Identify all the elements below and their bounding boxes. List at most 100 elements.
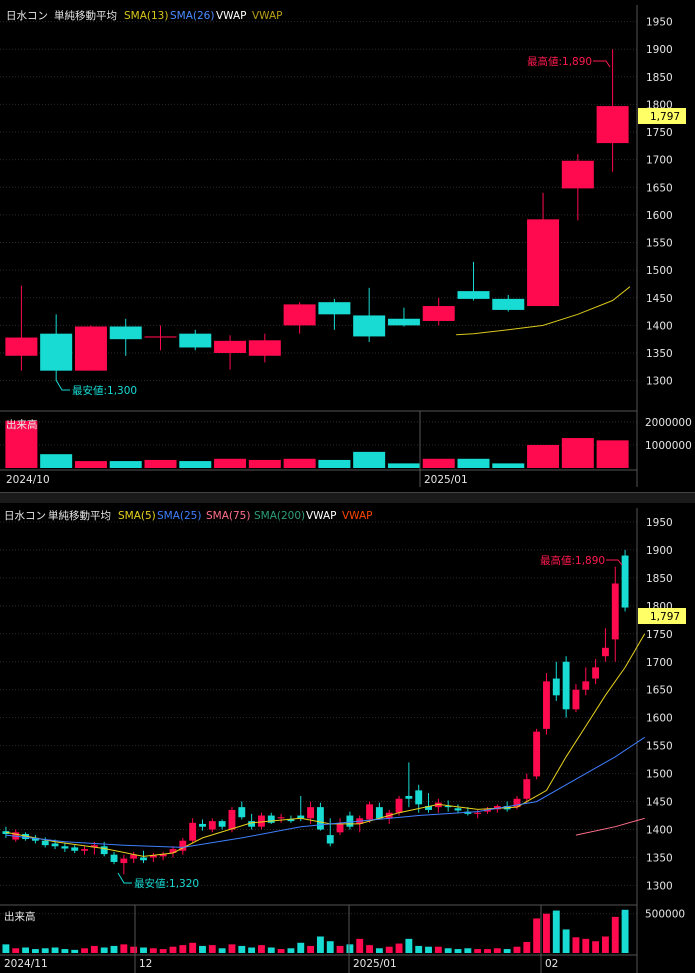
volume-bar bbox=[100, 947, 108, 953]
candle-body bbox=[100, 846, 108, 855]
volume-bar bbox=[484, 949, 491, 953]
candle-body bbox=[144, 336, 177, 338]
legend-sma13[interactable]: SMA(13) bbox=[124, 10, 168, 22]
volume-bar bbox=[22, 947, 30, 953]
volume-bar bbox=[387, 463, 420, 468]
y-tick-label: 1900 bbox=[646, 545, 673, 557]
volume-bars bbox=[2, 909, 629, 953]
candle-body bbox=[51, 843, 59, 847]
candle-body bbox=[109, 326, 142, 340]
daily-chart: 1300 1350 1400 1450 1500 1550 1600 1650 1700 1750… bbox=[0, 503, 695, 973]
y-tick-label: 1750 bbox=[646, 127, 673, 139]
candle-body bbox=[228, 809, 236, 830]
x-label-2025-01: 2025/01 bbox=[424, 474, 468, 486]
legend-vwap-2[interactable]: VWAP bbox=[342, 510, 373, 522]
volume-bar bbox=[596, 440, 629, 468]
candle-body bbox=[169, 849, 177, 853]
y-tick-label: 1450 bbox=[646, 797, 673, 809]
legend-sma25[interactable]: SMA(25) bbox=[157, 510, 201, 522]
candle-body bbox=[562, 661, 570, 710]
volume-bar bbox=[228, 944, 236, 953]
volume-bar bbox=[159, 949, 167, 953]
y-tick-label: 1450 bbox=[646, 293, 673, 305]
volume-bar bbox=[41, 948, 49, 953]
candle-body bbox=[592, 667, 600, 679]
y-tick-label: 1650 bbox=[646, 685, 673, 697]
legend-sma5[interactable]: SMA(5) bbox=[118, 510, 156, 522]
x-label-02: 02 bbox=[545, 958, 558, 970]
y-tick-label: 1950 bbox=[646, 517, 673, 529]
volume-bar bbox=[208, 945, 216, 953]
legend-sma200[interactable]: SMA(200) bbox=[254, 510, 305, 522]
volume-tick-label: 2000000 bbox=[645, 417, 692, 429]
volume-bar bbox=[5, 420, 38, 468]
sma13-line bbox=[456, 286, 631, 336]
x-label-12: 12 bbox=[139, 958, 152, 970]
candle-body bbox=[582, 681, 590, 690]
volume-bar bbox=[474, 949, 482, 953]
volume-bar bbox=[395, 943, 403, 953]
candle-body bbox=[611, 583, 619, 640]
candle-body bbox=[346, 815, 354, 827]
volume-bar bbox=[40, 454, 73, 468]
candle-body bbox=[415, 790, 423, 805]
candle-body bbox=[405, 795, 413, 799]
volume-axis-labels: 500000 bbox=[645, 909, 685, 921]
volume-bar bbox=[601, 936, 609, 953]
volume-bar bbox=[248, 947, 256, 953]
candle-body bbox=[316, 807, 324, 830]
candle-body bbox=[572, 689, 580, 710]
legend-sma26[interactable]: SMA(26) bbox=[170, 10, 214, 22]
volume-bar bbox=[307, 945, 315, 953]
candle-body bbox=[375, 807, 383, 819]
volume-bar bbox=[346, 944, 354, 953]
volume-bar bbox=[2, 944, 10, 953]
current-price-tag bbox=[638, 608, 686, 624]
candle-body bbox=[523, 779, 531, 799]
volume-bar bbox=[527, 444, 560, 468]
candle-body bbox=[110, 854, 118, 862]
candle-body bbox=[208, 821, 216, 830]
legend-indicator: 単純移動平均 bbox=[48, 509, 111, 522]
weekly-chart: 1300 1350 1400 1450 1500 1550 1600 1650 1700 1750… bbox=[0, 0, 695, 490]
legend-vwap[interactable]: VWAP bbox=[306, 510, 337, 522]
candle-body bbox=[533, 731, 541, 777]
legend-ticker: 日水コン bbox=[6, 10, 48, 22]
volume-bar bbox=[81, 948, 88, 953]
candle-body bbox=[493, 806, 501, 810]
high-arrow-icon bbox=[606, 559, 623, 566]
y-tick-label: 1700 bbox=[646, 155, 673, 167]
volume-bar bbox=[130, 946, 138, 953]
volume-bar bbox=[492, 463, 525, 468]
candle-body bbox=[81, 849, 88, 851]
volume-bar bbox=[149, 948, 157, 953]
volume-bar bbox=[493, 948, 501, 953]
candle-body bbox=[189, 822, 197, 841]
candle-body bbox=[395, 798, 403, 813]
candle-body bbox=[318, 302, 351, 315]
candle-body bbox=[454, 808, 462, 811]
candle-body bbox=[543, 681, 550, 729]
legend-vwap[interactable]: VWAP bbox=[216, 10, 247, 22]
current-price-value: 1,797 bbox=[650, 611, 680, 623]
chart-background bbox=[0, 0, 695, 490]
candle-body bbox=[307, 807, 315, 819]
volume-bar bbox=[238, 945, 246, 953]
candle-body bbox=[90, 845, 98, 848]
volume-bar bbox=[336, 945, 344, 953]
volume-bar bbox=[140, 947, 147, 953]
legend-sma75[interactable]: SMA(75) bbox=[206, 510, 250, 522]
candle-body bbox=[492, 298, 525, 310]
volume-bar bbox=[144, 459, 177, 468]
candle-body bbox=[31, 837, 39, 841]
volume-bar bbox=[31, 949, 39, 953]
volume-bar bbox=[258, 945, 265, 953]
candle-body bbox=[366, 804, 373, 820]
candle-body bbox=[258, 815, 265, 827]
y-tick-label: 1950 bbox=[646, 17, 673, 29]
volume-bar bbox=[110, 945, 118, 953]
candle-body bbox=[248, 821, 256, 827]
candles bbox=[5, 49, 629, 381]
y-tick-label: 1650 bbox=[646, 182, 673, 194]
legend-vwap-2[interactable]: VWAP bbox=[252, 10, 283, 22]
